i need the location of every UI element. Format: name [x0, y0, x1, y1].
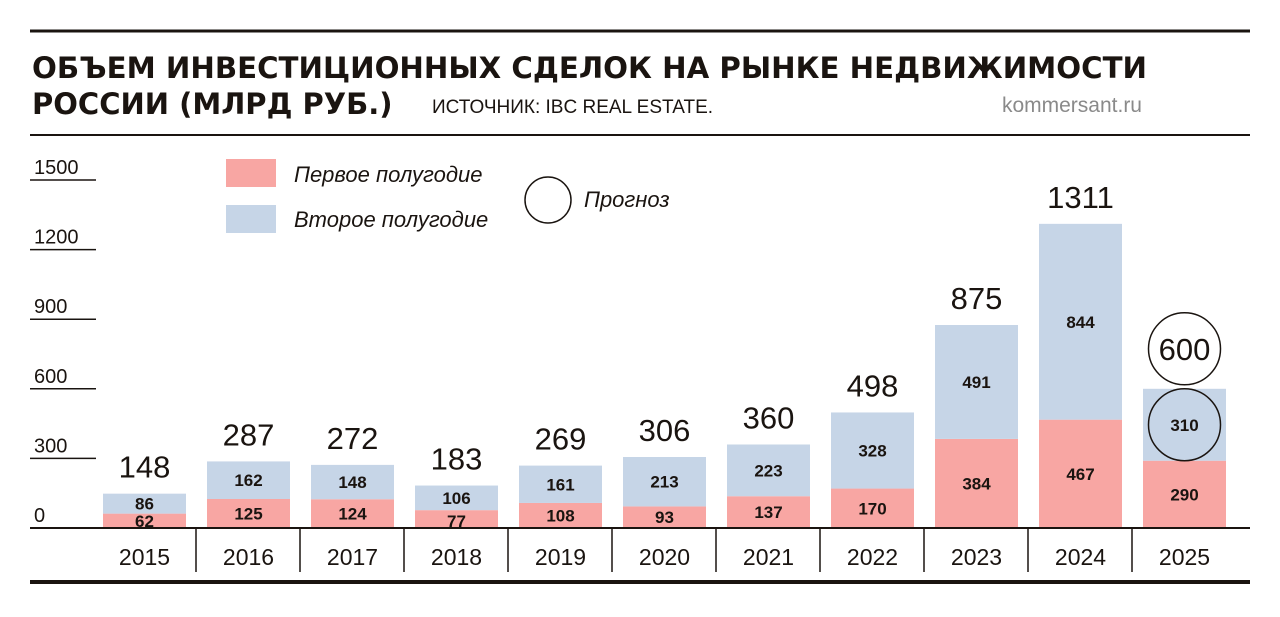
bar-second-half — [207, 461, 290, 499]
bar-total: 183 — [431, 442, 483, 477]
x-tick-label: 2024 — [1055, 544, 1106, 570]
bar-first-half — [415, 510, 498, 528]
bar-label-second: 491 — [962, 373, 990, 392]
bar-second-half — [415, 485, 498, 511]
bar-second-half — [1039, 223, 1122, 420]
bar-second-half — [103, 493, 186, 514]
bar-total: 1311 — [1047, 180, 1114, 215]
bar-label-second: 844 — [1066, 313, 1095, 332]
bar-total: 148 — [119, 450, 171, 485]
bar-label-first: 125 — [234, 505, 262, 524]
bar-label-second: 106 — [442, 489, 470, 508]
legend-label-first: Первое полугодие — [294, 162, 482, 187]
bar-label-second: 161 — [546, 475, 574, 494]
bar-first-half — [1143, 460, 1226, 528]
bar-total: 269 — [535, 422, 587, 457]
bar-second-half — [831, 412, 914, 489]
x-tick-label: 2018 — [431, 544, 482, 570]
bar-second-half — [519, 465, 602, 503]
legend-forecast-circle — [524, 176, 572, 224]
bar-total: 306 — [639, 413, 691, 448]
y-tick-label: 0 — [34, 505, 45, 527]
bar-first-half — [1039, 419, 1122, 528]
bar-total: 360 — [743, 400, 795, 435]
bar-total: 287 — [223, 417, 275, 452]
bar-label-second: 328 — [858, 442, 886, 461]
legend-swatch-first — [226, 159, 276, 187]
bar-label-first: 77 — [447, 512, 466, 531]
bar-second-half — [935, 325, 1018, 439]
x-tick-label: 2021 — [743, 544, 794, 570]
x-tick-label: 2019 — [535, 544, 586, 570]
y-tick-label: 1500 — [34, 157, 79, 179]
bar-first-half — [831, 488, 914, 528]
bar-first-half — [727, 496, 810, 528]
bar-label-second: 310 — [1170, 416, 1198, 435]
y-tick-label: 600 — [34, 366, 67, 388]
site: kommersant.ru — [1002, 94, 1142, 117]
bar-first-half — [207, 499, 290, 528]
bar-label-first: 170 — [858, 499, 886, 518]
x-tick-label: 2017 — [327, 544, 378, 570]
bar-label-first: 124 — [338, 505, 367, 524]
bar-second-half — [623, 457, 706, 507]
y-tick-label: 1200 — [34, 227, 79, 249]
x-tick-label: 2015 — [119, 544, 170, 570]
forecast-total-circle — [1147, 312, 1222, 386]
bar-label-first: 137 — [754, 503, 782, 522]
bar-label-first: 62 — [135, 512, 154, 531]
bar-second-half — [727, 444, 810, 497]
bar-total: 498 — [847, 368, 899, 403]
bar-first-half — [519, 502, 602, 528]
bar-label-second: 148 — [338, 473, 366, 492]
x-tick-label: 2025 — [1159, 544, 1210, 570]
bar-label-second: 213 — [650, 473, 678, 492]
bar-second-half — [311, 464, 394, 500]
legend-label-second: Второе полугодие — [294, 207, 488, 232]
bar-first-half — [103, 513, 186, 528]
bar-first-half — [623, 506, 706, 528]
bar-label-second: 223 — [754, 461, 782, 480]
bar-total: 272 — [327, 421, 379, 456]
x-tick-label: 2016 — [223, 544, 274, 570]
x-tick-label: 2022 — [847, 544, 898, 570]
bar-label-first: 93 — [655, 508, 674, 527]
title-line2: РОССИИ (МЛРД РУБ.) — [32, 87, 392, 121]
y-tick-label: 900 — [34, 296, 67, 318]
x-tick-label: 2023 — [951, 544, 1002, 570]
bar-label-first: 467 — [1066, 465, 1094, 484]
legend-label-forecast: Прогноз — [584, 187, 670, 212]
forecast-circle — [1147, 388, 1222, 462]
bar-total: 600 — [1159, 332, 1211, 367]
bar-total: 875 — [951, 281, 1003, 316]
bar-label-second: 86 — [135, 495, 154, 514]
legend: Первое полугодие Второе полугодие Прогно… — [226, 159, 670, 233]
bar-label-first: 108 — [546, 506, 574, 525]
x-tick-label: 2020 — [639, 544, 690, 570]
legend-swatch-second — [226, 205, 276, 233]
bar-label-second: 162 — [234, 471, 262, 490]
y-tick-label: 300 — [34, 435, 67, 457]
bar-first-half — [935, 438, 1018, 528]
title-line1: ОБЪЕМ ИНВЕСТИЦИОННЫХ СДЕЛОК НА РЫНКЕ НЕД… — [32, 51, 1147, 85]
source: ИСТОЧНИК: IBC REAL ESTATE. — [432, 97, 713, 118]
bar-label-first: 290 — [1170, 485, 1198, 504]
bar-label-first: 384 — [962, 474, 991, 493]
bar-first-half — [311, 499, 394, 528]
